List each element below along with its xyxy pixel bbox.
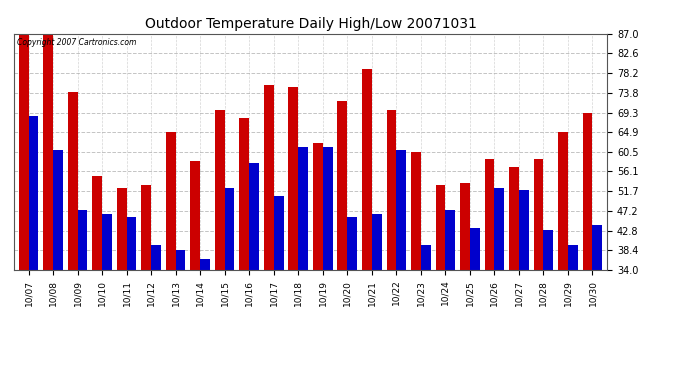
Bar	[386, 110, 396, 270]
Bar	[166, 132, 176, 270]
Bar	[126, 216, 137, 270]
Bar	[77, 210, 88, 270]
Bar	[445, 210, 455, 270]
Bar	[288, 87, 298, 270]
Bar	[68, 92, 77, 270]
Bar	[372, 214, 382, 270]
Bar	[176, 250, 186, 270]
Bar	[19, 34, 28, 270]
Text: Copyright 2007 Cartronics.com: Copyright 2007 Cartronics.com	[17, 39, 136, 48]
Bar	[470, 228, 480, 270]
Bar	[53, 150, 63, 270]
Bar	[519, 190, 529, 270]
Bar	[582, 112, 593, 270]
Bar	[92, 176, 102, 270]
Bar	[141, 185, 151, 270]
Bar	[323, 147, 333, 270]
Bar	[225, 188, 235, 270]
Bar	[313, 143, 323, 270]
Bar	[239, 118, 249, 270]
Bar	[435, 185, 445, 270]
Bar	[151, 246, 161, 270]
Bar	[509, 168, 519, 270]
Bar	[298, 147, 308, 270]
Bar	[43, 34, 53, 270]
Bar	[200, 259, 210, 270]
Bar	[337, 100, 347, 270]
Bar	[249, 163, 259, 270]
Bar	[28, 116, 39, 270]
Bar	[533, 159, 544, 270]
Bar	[495, 188, 504, 270]
Bar	[544, 230, 553, 270]
Bar	[396, 150, 406, 270]
Bar	[274, 196, 284, 270]
Bar	[421, 246, 431, 270]
Bar	[347, 216, 357, 270]
Title: Outdoor Temperature Daily High/Low 20071031: Outdoor Temperature Daily High/Low 20071…	[145, 17, 476, 31]
Bar	[102, 214, 112, 270]
Bar	[460, 183, 470, 270]
Bar	[568, 246, 578, 270]
Bar	[117, 188, 126, 270]
Bar	[264, 85, 274, 270]
Bar	[215, 110, 225, 270]
Bar	[558, 132, 568, 270]
Bar	[362, 69, 372, 270]
Bar	[484, 159, 495, 270]
Bar	[411, 152, 421, 270]
Bar	[190, 161, 200, 270]
Bar	[593, 225, 602, 270]
